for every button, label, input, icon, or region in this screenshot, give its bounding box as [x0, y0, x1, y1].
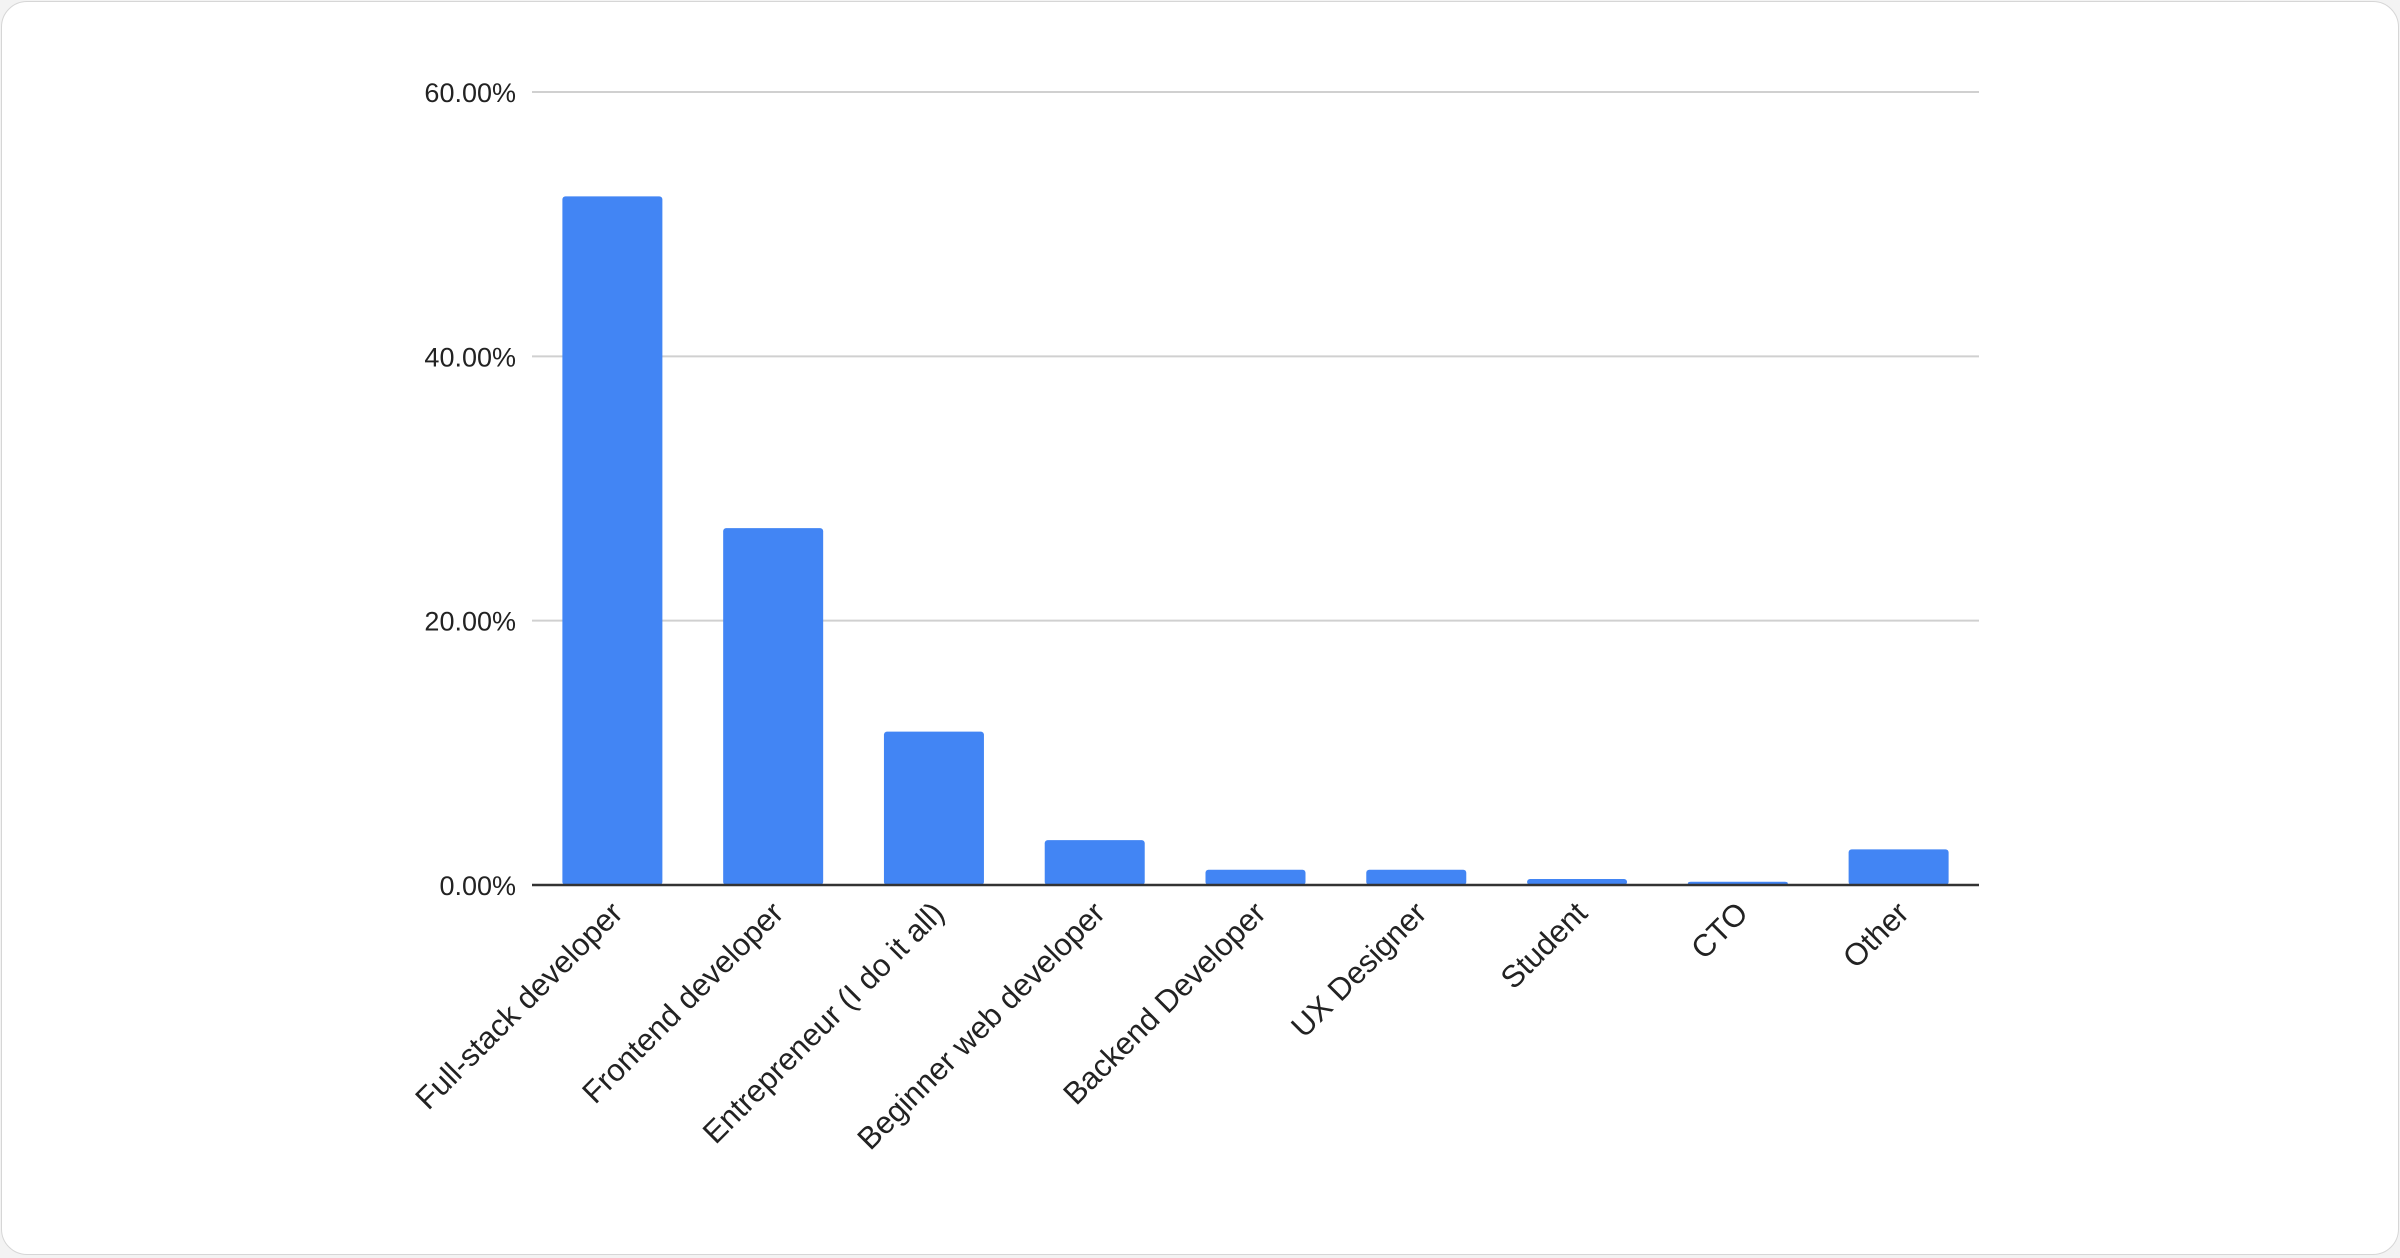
y-tick-label: 40.00%: [424, 342, 516, 372]
bar: [1527, 879, 1628, 885]
bar: [1848, 849, 1949, 885]
y-tick-label: 0.00%: [439, 871, 516, 901]
x-tick-label: CTO: [1684, 895, 1755, 966]
bar: [723, 528, 824, 885]
x-tick-label: Student: [1494, 895, 1595, 996]
bar: [883, 731, 984, 885]
bar: [1044, 840, 1145, 885]
bar: [1366, 869, 1467, 885]
x-tick-label: UX Designer: [1284, 895, 1433, 1044]
bar: [562, 196, 663, 885]
y-tick-label: 60.00%: [424, 78, 516, 108]
bar: [1205, 869, 1306, 885]
y-tick-label: 20.00%: [424, 607, 516, 637]
x-tick-label: Other: [1836, 895, 1916, 975]
